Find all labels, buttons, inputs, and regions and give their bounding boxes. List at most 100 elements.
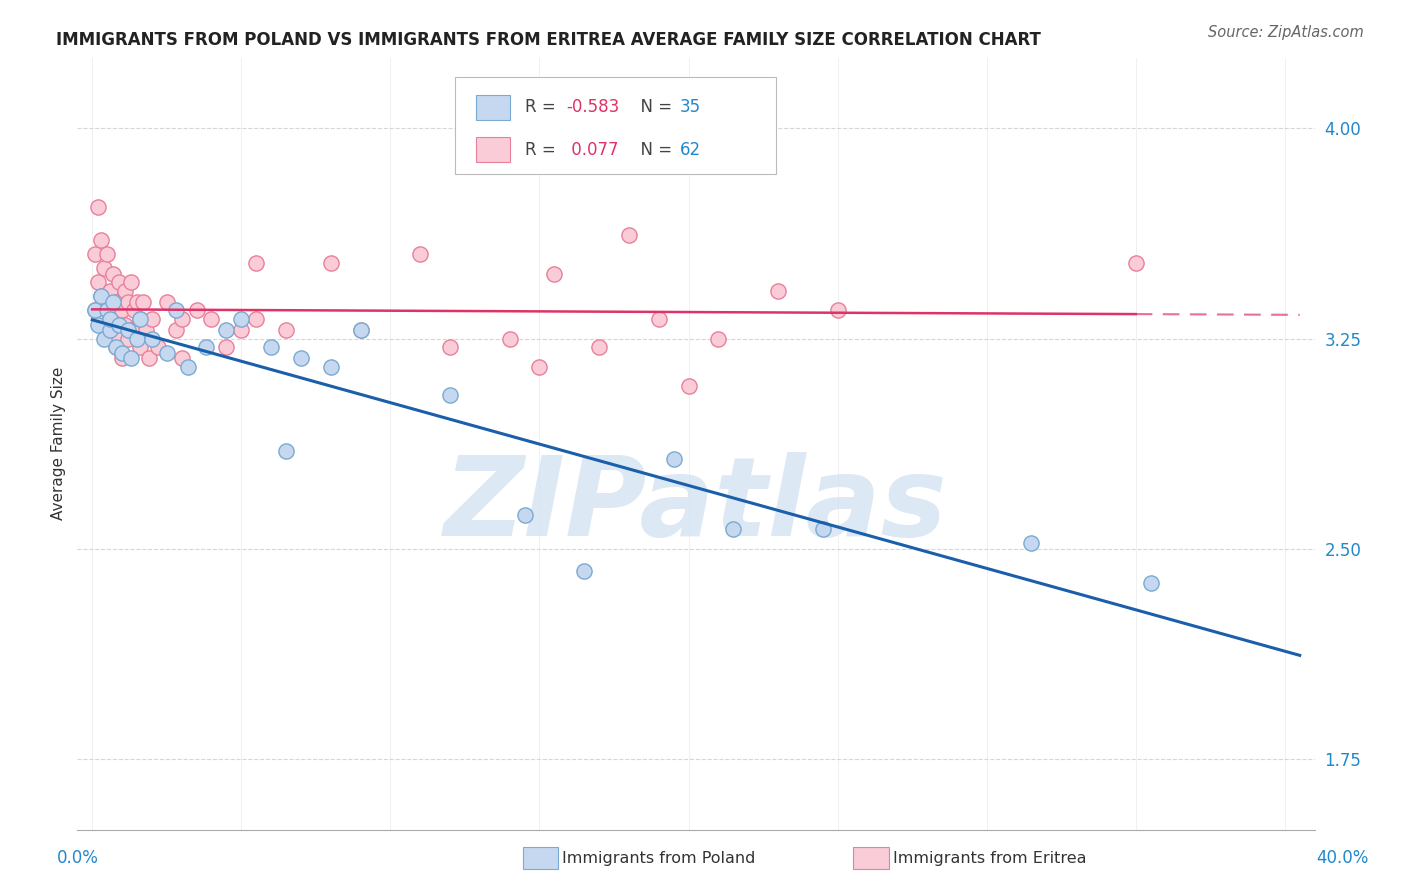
Point	[617, 227, 640, 242]
Point	[141, 312, 163, 326]
Point	[98, 312, 121, 326]
Point	[827, 303, 849, 318]
Text: 0.077: 0.077	[567, 141, 619, 159]
Point	[120, 351, 142, 366]
Point	[231, 312, 253, 326]
Point	[170, 351, 193, 366]
Text: Immigrants from Eritrea: Immigrants from Eritrea	[893, 851, 1087, 865]
Point	[260, 340, 283, 354]
Point	[96, 303, 118, 318]
Point	[117, 295, 139, 310]
Point	[439, 387, 461, 401]
Text: -0.583: -0.583	[567, 98, 619, 116]
Point	[319, 359, 342, 374]
Point	[120, 323, 142, 337]
Point	[101, 312, 124, 326]
Text: 40.0%: 40.0%	[1316, 849, 1369, 867]
Point	[1139, 575, 1161, 590]
Point	[96, 247, 118, 261]
Point	[105, 295, 128, 310]
Y-axis label: Average Family Size: Average Family Size	[51, 368, 66, 520]
Point	[274, 323, 297, 337]
Point	[1021, 536, 1043, 550]
Point	[117, 332, 139, 346]
Point	[135, 323, 157, 337]
Point	[215, 340, 238, 354]
FancyBboxPatch shape	[475, 95, 510, 120]
Text: Immigrants from Poland: Immigrants from Poland	[562, 851, 756, 865]
Text: R =: R =	[526, 141, 561, 159]
Point	[165, 303, 187, 318]
Point	[409, 247, 432, 261]
Point	[513, 508, 536, 523]
Point	[90, 289, 112, 303]
FancyBboxPatch shape	[475, 137, 510, 162]
Point	[98, 323, 121, 337]
Point	[141, 332, 163, 346]
Point	[194, 340, 217, 354]
Point	[245, 312, 267, 326]
Point	[245, 256, 267, 270]
Point	[93, 332, 115, 346]
Point	[439, 340, 461, 354]
Point	[231, 323, 253, 337]
Point	[132, 295, 155, 310]
Point	[108, 318, 131, 332]
Point	[108, 332, 131, 346]
Point	[120, 276, 142, 290]
Point	[117, 323, 139, 337]
Point	[186, 303, 208, 318]
Point	[678, 379, 700, 393]
Text: ZIPatlas: ZIPatlas	[444, 452, 948, 559]
Point	[87, 200, 110, 214]
Point	[125, 295, 148, 310]
Text: 0.0%: 0.0%	[56, 849, 98, 867]
Point	[87, 276, 110, 290]
Point	[93, 318, 115, 332]
Point	[98, 323, 121, 337]
Text: 35: 35	[681, 98, 702, 116]
Point	[176, 359, 198, 374]
Point	[114, 284, 136, 298]
Point	[529, 359, 551, 374]
Point	[662, 452, 685, 467]
Point	[114, 318, 136, 332]
Point	[84, 303, 107, 318]
Text: N =: N =	[630, 98, 678, 116]
Text: R =: R =	[526, 98, 561, 116]
Point	[129, 312, 152, 326]
Point	[105, 340, 128, 354]
Point	[105, 340, 128, 354]
Point	[111, 351, 134, 366]
Point	[647, 312, 669, 326]
Point	[543, 267, 565, 281]
Point	[290, 351, 312, 366]
Point	[215, 323, 238, 337]
Point	[125, 323, 148, 337]
Text: IMMIGRANTS FROM POLAND VS IMMIGRANTS FROM ERITREA AVERAGE FAMILY SIZE CORRELATIO: IMMIGRANTS FROM POLAND VS IMMIGRANTS FRO…	[56, 31, 1040, 49]
Point	[811, 522, 834, 536]
Point	[122, 303, 145, 318]
Point	[572, 565, 595, 579]
Point	[498, 332, 520, 346]
Point	[90, 233, 112, 247]
Point	[98, 284, 121, 298]
Point	[170, 312, 193, 326]
Point	[108, 276, 131, 290]
Point	[1125, 256, 1147, 270]
Point	[84, 247, 107, 261]
Point	[96, 303, 118, 318]
Point	[707, 332, 730, 346]
Point	[588, 340, 610, 354]
Point	[319, 256, 342, 270]
Text: N =: N =	[630, 141, 678, 159]
Point	[349, 323, 371, 337]
Point	[129, 312, 152, 326]
Point	[90, 289, 112, 303]
Point	[274, 443, 297, 458]
Point	[129, 340, 152, 354]
Point	[165, 323, 187, 337]
Point	[125, 332, 148, 346]
Point	[200, 312, 222, 326]
Text: Source: ZipAtlas.com: Source: ZipAtlas.com	[1208, 25, 1364, 40]
